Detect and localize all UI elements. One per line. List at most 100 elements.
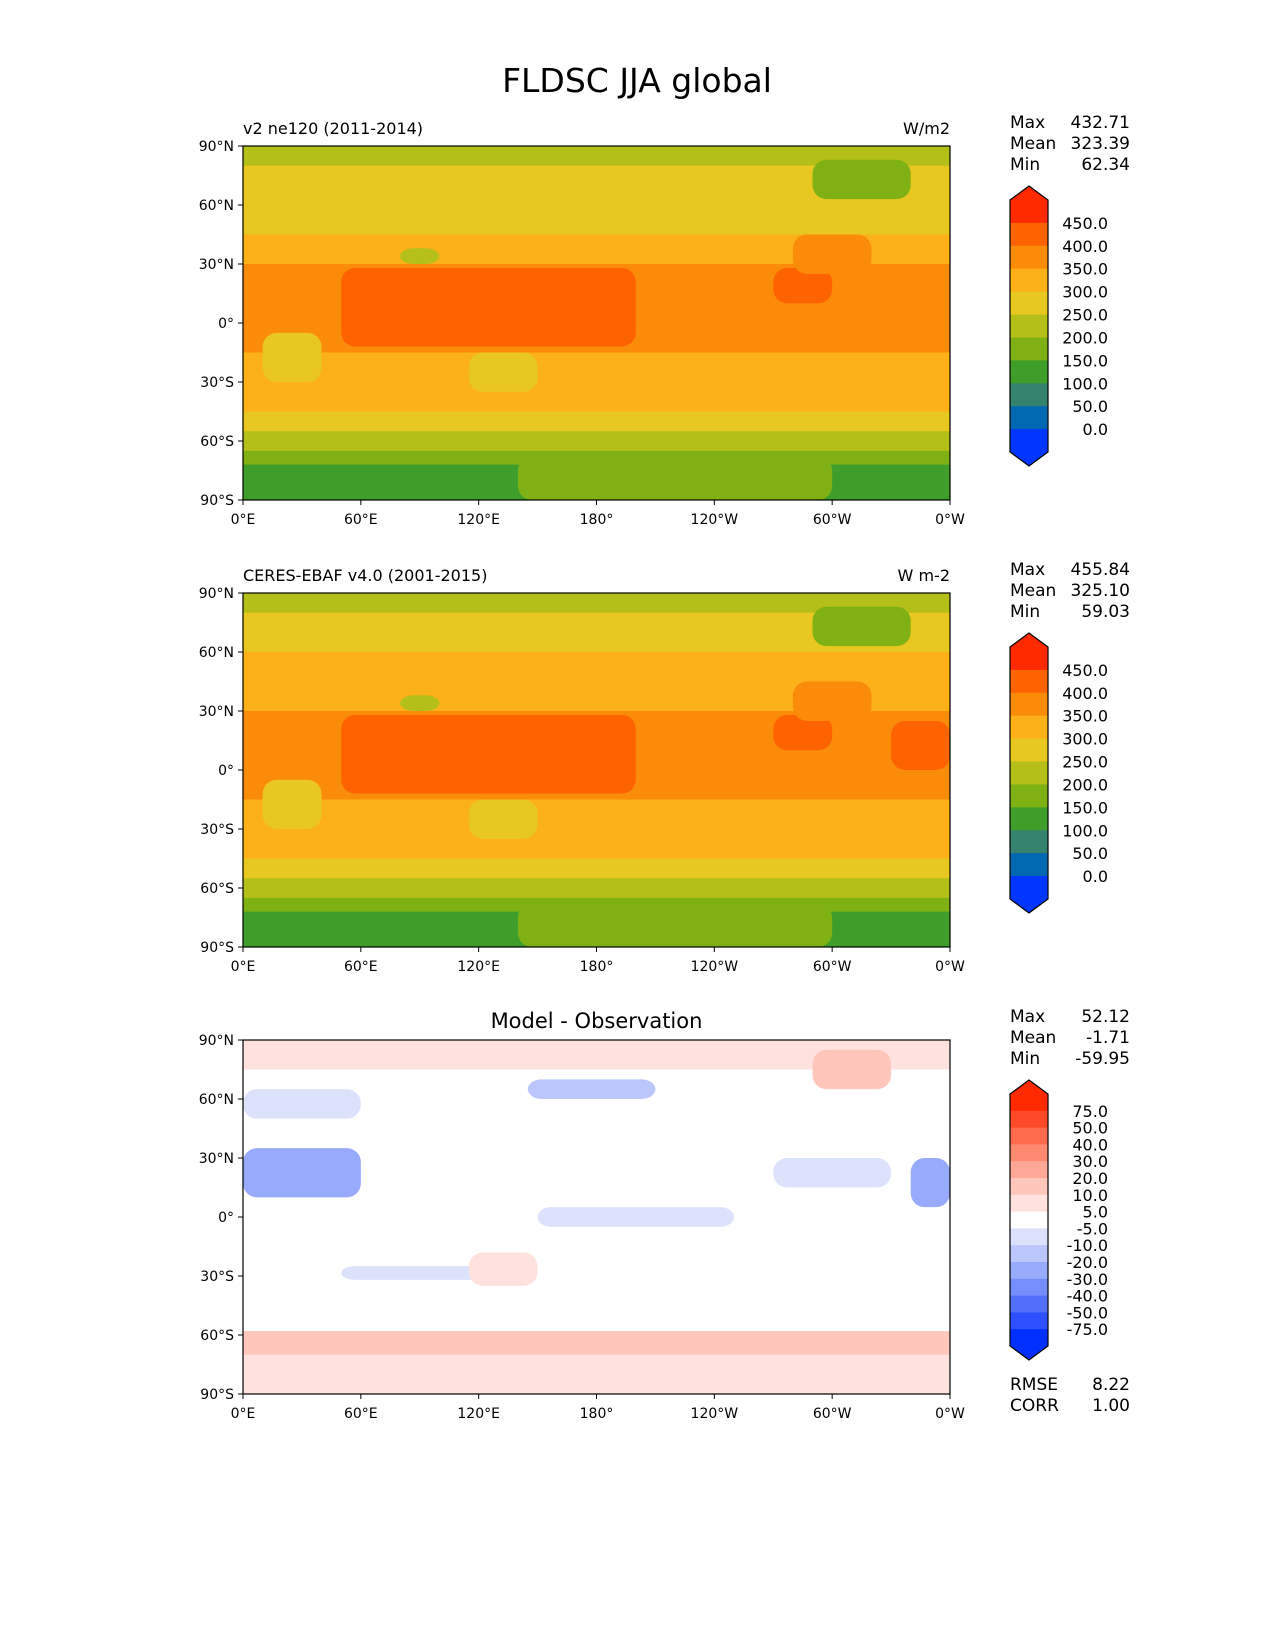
panel-units: W/m2 [903,119,950,138]
x-tick-label: 60°W [813,1406,852,1422]
field-region [341,267,636,347]
colorbar-label: -75.0 [1067,1320,1108,1339]
colorbar-segment [1010,830,1048,854]
colorbar-label: 250.0 [1062,306,1108,325]
y-tick-label: 60°S [200,434,234,450]
y-tick-label: 0° [218,316,234,332]
x-tick-label: 60°E [344,1406,378,1422]
panel-left-title: CERES-EBAF v4.0 (2001-2015) [243,566,487,585]
colorbar-segment [1010,1228,1048,1246]
colorbar-label: 0.0 [1083,867,1108,886]
colorbar-label: 400.0 [1062,237,1108,256]
colorbar-extend-max [1010,1080,1048,1095]
y-tick-label: 0° [218,763,234,779]
colorbar-label: 350.0 [1062,260,1108,279]
stat-value: 325.10 [1071,581,1130,601]
stat-label: Min [1010,1049,1040,1069]
field-region [792,681,872,721]
x-tick-label: 180° [580,1406,614,1422]
x-tick-label: 0°W [935,959,965,975]
field-region [517,456,833,500]
x-tick-label: 0°E [231,1406,256,1422]
colorbar-label: 5.0 [1083,1203,1108,1222]
field-region [243,1089,361,1119]
field-region [468,799,538,839]
colorbar-label: 450.0 [1062,214,1108,233]
colorbar-label: 10.0 [1072,1186,1108,1205]
colorbar-label: 100.0 [1062,374,1108,393]
stat-label: Mean [1010,581,1056,601]
zonal-band [243,1354,950,1395]
colorbar-segment [1010,314,1048,338]
y-tick-label: 60°N [199,198,234,214]
colorbar-label: 200.0 [1062,328,1108,347]
colorbar-segment [1010,1312,1048,1330]
colorbar-label: 50.0 [1072,844,1108,863]
stat-label: Max [1010,113,1045,133]
field-region [910,273,950,323]
x-tick-label: 120°E [457,512,500,528]
y-tick-label: 90°N [199,139,234,155]
stat-value: 323.39 [1071,134,1130,154]
field-region [262,779,322,829]
x-tick-label: 0°W [935,1406,965,1422]
x-tick-label: 60°W [813,512,852,528]
colorbar-segment [1010,222,1048,247]
stat-value: 62.34 [1081,155,1130,175]
zonal-band [243,431,950,452]
zonal-band [243,1325,950,1332]
field-region [243,1148,361,1198]
y-tick-label: 90°N [199,1033,234,1049]
colorbar-label: 200.0 [1062,775,1108,794]
colorbar-label: 75.0 [1072,1102,1108,1121]
x-tick-label: 0°E [231,959,256,975]
zonal-band [243,382,950,412]
colorbar-segment [1010,200,1048,224]
colorbar-label: 100.0 [1062,821,1108,840]
colorbar-segment [1010,1329,1048,1347]
y-tick-label: 60°S [200,1328,234,1344]
stat-label: CORR [1010,1396,1059,1416]
y-tick-label: 30°N [199,257,234,273]
colorbar-label: 350.0 [1062,707,1108,726]
colorbar-label: 0.0 [1083,420,1108,439]
zonal-band [243,878,950,899]
colorbar-segment [1010,647,1048,671]
field-region [341,714,636,794]
panel-center-title: Model - Observation [491,1009,703,1033]
colorbar-segment [1010,1278,1048,1297]
y-tick-label: 90°S [200,940,234,956]
colorbar-segment [1010,268,1048,293]
colorbar-segment [1010,1262,1048,1280]
y-tick-label: 30°S [200,375,234,391]
field-region [891,720,950,770]
y-tick-label: 60°N [199,645,234,661]
stat-label: Max [1010,560,1045,580]
x-tick-label: 0°W [935,512,965,528]
zonal-band [243,411,950,432]
x-tick-label: 60°E [344,959,378,975]
stat-label: Max [1010,1007,1045,1027]
colorbar-label: 300.0 [1062,283,1108,302]
y-tick-label: 30°S [200,822,234,838]
stat-value: 59.03 [1081,602,1130,622]
field-region [812,159,911,200]
stat-value: 1.00 [1092,1396,1130,1416]
field-region [792,234,872,274]
map-panel-2: 90°N 60°N 30°N 0° 30°S 60°S 90°S 0°E 60°E 120°E 18… [199,560,1130,975]
colorbar-label: -20.0 [1067,1253,1108,1272]
y-tick-label: 90°N [199,586,234,602]
field-region [773,267,833,304]
colorbar-segment [1010,853,1048,877]
colorbar-segment [1010,406,1048,430]
field-region [400,695,440,711]
colorbar-label: -40.0 [1067,1287,1108,1306]
colorbar-segment [1010,291,1048,316]
stat-label: Min [1010,602,1040,622]
zonal-band [243,652,950,682]
x-tick-label: 180° [580,512,614,528]
stat-label: RMSE [1010,1375,1058,1395]
field-region [773,1158,892,1188]
colorbar-segment [1010,1194,1048,1213]
